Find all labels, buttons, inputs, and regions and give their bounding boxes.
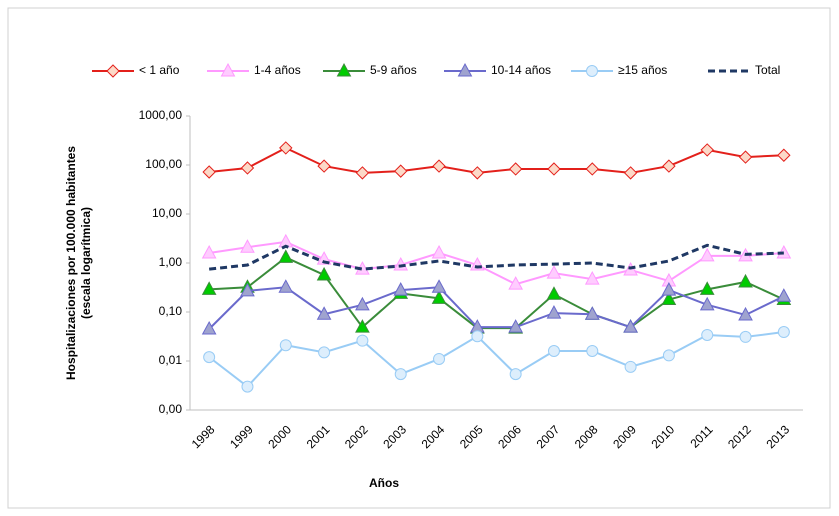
marker bbox=[240, 239, 255, 253]
y-axis-title-line: (escala logarítmica) bbox=[79, 207, 93, 319]
marker bbox=[546, 265, 562, 279]
series bbox=[203, 326, 790, 393]
marker bbox=[279, 339, 292, 352]
chart-frame bbox=[7, 7, 831, 509]
marker bbox=[624, 360, 637, 373]
marker bbox=[431, 244, 447, 259]
legend-marker bbox=[457, 62, 473, 77]
marker bbox=[584, 306, 600, 320]
y-tick-label: 0,01 bbox=[159, 353, 183, 367]
marker bbox=[279, 141, 293, 155]
legend-label: 1-4 años bbox=[254, 63, 301, 77]
legend-marker bbox=[106, 64, 120, 78]
series-line bbox=[209, 146, 784, 174]
marker bbox=[316, 266, 332, 281]
y-tick-label: 0,00 bbox=[159, 402, 183, 416]
marker bbox=[201, 320, 217, 335]
marker bbox=[777, 326, 790, 339]
marker bbox=[318, 346, 331, 359]
marker bbox=[240, 161, 255, 175]
y-axis-title: Hospitalizaciones por 100.000 habitantes… bbox=[64, 146, 93, 380]
marker bbox=[739, 330, 752, 343]
marker bbox=[546, 305, 562, 319]
marker bbox=[431, 279, 447, 293]
marker bbox=[508, 319, 523, 333]
marker bbox=[393, 282, 409, 296]
marker bbox=[278, 249, 294, 263]
marker bbox=[701, 328, 714, 341]
marker bbox=[661, 282, 677, 296]
legend-label: 10-14 años bbox=[491, 63, 551, 77]
marker bbox=[355, 166, 370, 180]
series-line bbox=[208, 286, 785, 330]
y-axis-title-line: Hospitalizaciones por 100.000 habitantes bbox=[64, 146, 78, 380]
legend-marker bbox=[336, 62, 352, 77]
marker bbox=[201, 281, 217, 295]
marker bbox=[661, 291, 677, 305]
series-line bbox=[208, 243, 784, 271]
marker bbox=[202, 165, 216, 179]
marker bbox=[432, 159, 446, 173]
marker bbox=[776, 288, 792, 302]
marker bbox=[470, 166, 485, 180]
marker bbox=[738, 150, 753, 164]
marker bbox=[547, 162, 561, 176]
marker bbox=[585, 162, 599, 176]
y-tick-label: 1000,00 bbox=[139, 108, 183, 122]
marker bbox=[738, 273, 753, 288]
marker bbox=[394, 368, 407, 381]
marker bbox=[241, 380, 254, 393]
marker bbox=[394, 164, 408, 178]
marker bbox=[699, 281, 715, 295]
series bbox=[201, 279, 792, 335]
marker bbox=[586, 344, 599, 357]
marker bbox=[623, 166, 638, 180]
marker bbox=[240, 282, 255, 297]
series-line bbox=[208, 331, 784, 388]
legend-label: < 1 año bbox=[139, 63, 180, 77]
legend-marker bbox=[220, 62, 236, 77]
marker bbox=[355, 296, 370, 311]
marker bbox=[777, 148, 791, 162]
marker bbox=[317, 159, 331, 173]
legend-label: ≥15 años bbox=[618, 63, 667, 77]
marker bbox=[662, 159, 676, 173]
marker bbox=[201, 244, 217, 259]
marker bbox=[623, 319, 638, 333]
marker bbox=[431, 290, 447, 304]
marker bbox=[203, 351, 216, 364]
y-tick-label: 0,10 bbox=[159, 304, 183, 318]
marker bbox=[700, 143, 714, 157]
marker bbox=[699, 247, 715, 262]
marker bbox=[738, 306, 753, 321]
marker bbox=[508, 276, 523, 290]
series bbox=[208, 243, 784, 271]
marker bbox=[355, 319, 370, 333]
series-line bbox=[209, 240, 784, 286]
marker bbox=[699, 296, 715, 311]
y-tick-label: 100,00 bbox=[145, 157, 182, 171]
marker bbox=[316, 306, 332, 320]
y-tick-label: 10,00 bbox=[152, 206, 182, 220]
marker bbox=[662, 349, 675, 362]
legend-label: Total bbox=[755, 63, 780, 77]
legend-label: 5-9 años bbox=[370, 63, 417, 77]
marker bbox=[471, 330, 484, 343]
marker bbox=[509, 368, 522, 381]
x-axis-title: Años bbox=[369, 476, 399, 490]
y-tick-label: 1,00 bbox=[159, 255, 183, 269]
marker bbox=[508, 162, 523, 176]
marker bbox=[584, 271, 600, 285]
marker bbox=[546, 286, 562, 300]
marker bbox=[356, 334, 369, 347]
series bbox=[202, 141, 791, 180]
marker bbox=[433, 352, 446, 365]
marker bbox=[278, 279, 294, 293]
legend-marker bbox=[586, 65, 598, 77]
marker bbox=[547, 344, 560, 357]
